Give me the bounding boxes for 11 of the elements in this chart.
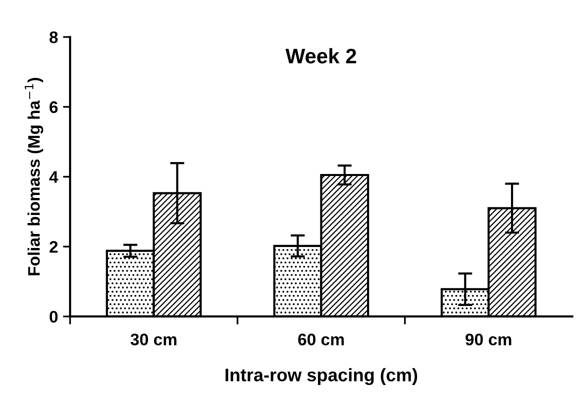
y-tick-label: 8 <box>50 31 58 44</box>
x-tick-label: 60 cm <box>298 334 344 346</box>
x-axis-title: Intra-row spacing (cm) <box>226 368 418 386</box>
y-axis-title: Foliar biomass (Mg ha$^{−1}$) <box>24 78 44 276</box>
chart-title: Week 2 <box>286 48 356 64</box>
x-tick-label: 30 cm <box>130 334 176 346</box>
y-tick-label: 0 <box>50 310 58 323</box>
x-tick-label: 90 cm <box>466 334 512 346</box>
y-tick-label: 6 <box>50 101 58 114</box>
y-tick-label: 4 <box>49 171 58 183</box>
y-tick-label: 2 <box>50 241 58 253</box>
